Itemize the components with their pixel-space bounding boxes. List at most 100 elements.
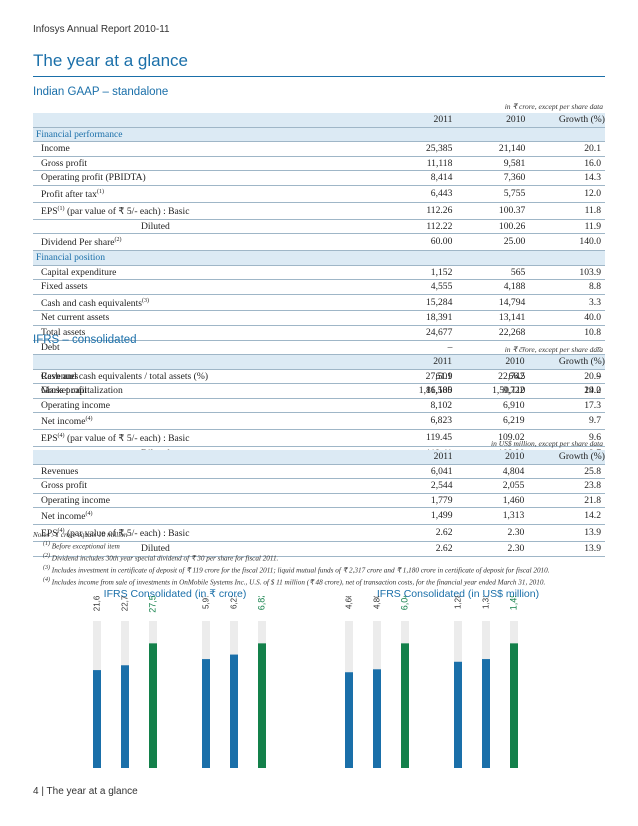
cell-value: 9.6 [589,432,601,444]
table-row: Revenues 27,501 22,742 20.9 [33,369,605,384]
table-row: Operating income 1,779 1,460 21.8 [33,493,605,508]
cell-value: 24.0 [584,385,601,397]
header-spacer [33,450,367,465]
header-spacer [33,113,366,128]
table-row: Gross profit 11,118 9,581 16.0 [33,156,605,171]
chart-title-inr: IFRS Consolidated (in ₹ crore) [103,588,247,600]
cell-value: 25.00 [503,236,526,248]
bar [454,661,462,768]
cell-value: 2.30 [507,527,525,539]
x-tick-label: 2009 [88,766,107,768]
gaap-units-note: in ₹ crore, except per share data [504,102,603,111]
row-label: Net income(4) [41,416,93,428]
column-header: Growth (%) [524,450,605,465]
note-item: (4) Includes income from sale of investm… [43,576,546,587]
cell-value: 1,152 [430,266,453,278]
cell-value: 103.9 [579,266,601,278]
data-label: 6,041 [400,596,410,610]
row-label: EPS(4) (par value of ₹ 5/- each) : Basic [41,433,190,445]
cell-value: 25,385 [425,143,453,155]
cell-value: 19.2 [584,385,601,397]
title-divider [33,76,605,77]
row-label: Dividend Per share(2) [41,237,122,249]
x-tick-label: 2010 [225,766,244,768]
bar [258,643,266,768]
column-header: 2011 [365,113,453,128]
cell-value: 27,501 [425,370,453,382]
cell-value: 61.9 [435,370,453,382]
cell-value: 22,742 [498,370,525,382]
table-row: Net income(4) 6,823 6,219 9.7 [33,413,605,430]
table-row: Net income(4) 1,499 1,313 14.2 [33,508,605,525]
ifrs-usd-table: 2011 2010 Growth (%) Revenues 6,041 4,804 25.8… [33,450,605,557]
row-label: Total assets [41,327,86,339]
note-number: (3) [43,565,50,571]
row-label: Income [41,143,70,155]
data-label: 1,281 [454,596,463,609]
table-row: Operating profit (PBIDTA) 8,414 7,360 14.3 [33,171,605,186]
cell-value: 1,313 [502,510,525,522]
cell-value: 15,284 [425,296,453,308]
row-label: Gross profit [41,385,88,397]
table-header-row: 2011 2010 Growth (%) [33,355,605,370]
notes-intro: Notes : 1 crore equals 10 million [33,531,128,539]
footnote-ref: (4) [85,416,93,423]
table-row: Diluted 2.62 2.30 13.9 [33,541,605,557]
cell-value: 11.8 [584,204,601,216]
bar [401,643,409,768]
cell-value: 14,794 [498,296,526,308]
footnote-ref: (4) [57,433,65,440]
x-tick-label: 2010 [368,766,387,768]
footnote-ref: (1) [57,205,65,212]
table-row: Income 25,385 21,140 20.1 [33,142,605,157]
data-label: 6,219 [230,596,239,609]
cell-value: 25.8 [584,465,601,477]
row-label: Revenues [41,465,79,477]
cell-value: 40.0 [584,312,601,324]
data-label: 27,501 [148,596,158,613]
cell-value: 11.9 [584,220,601,232]
cell-value: 4,555 [430,281,453,293]
cell-value: 4,804 [502,465,525,477]
cell-value: 66.5 [508,370,526,382]
table-row: EPS(1) (par value of ₹ 5/- each) : Basic… [33,202,605,220]
cell-value: 17.3 [584,399,601,411]
table-row: Gross profit 2,544 2,055 23.8 [33,479,605,494]
table-group-row: Financial performance [33,127,605,142]
column-header: 2010 [452,355,525,370]
x-tick-label: 2011 [505,766,524,768]
bar [510,643,518,768]
table-row: Profit after tax(1) 6,443 5,755 12.0 [33,185,605,203]
table-header-row: 2011 2010 Growth (%) [33,113,605,128]
column-header: Growth (%) [524,355,605,370]
x-tick-label: 2011 [253,766,272,768]
table-row: Dividend Per share(2) 60.00 25.00 140.0 [33,234,605,251]
cell-value: 21.8 [584,494,601,506]
row-label: Net income(4) [41,511,93,523]
bar [149,643,157,768]
cell-value: 2.62 [435,527,453,539]
table-row: Capital expenditure 1,152 565 103.9 [33,265,605,280]
data-label: 1,313 [482,596,491,609]
bar [230,654,238,768]
row-label: Operating profit (PBIDTA) [41,172,146,184]
data-label: 6,823 [257,596,267,610]
data-label: 22,742 [121,596,130,611]
row-label: Operating income [41,399,110,411]
row-label: Profit after tax(1) [41,188,104,201]
bar [202,659,210,768]
charts-svg: 21,693200922,742201027,5012011Revenues5,… [88,596,524,768]
bar [121,665,129,768]
cell-value: 119.45 [426,432,453,444]
note-number: (2) [43,553,50,560]
ifrs-inr-units-note: in ₹ crore, except per share data [504,345,603,354]
data-label: 4,804 [373,596,382,609]
footnote-ref: (4) [57,528,65,535]
data-label: 5,975 [202,596,211,609]
data-label: 21,693 [93,596,102,611]
cell-value: 3.3 [589,296,601,308]
bar [93,670,101,768]
cell-value: 8.8 [589,281,601,293]
cell-value: – [596,370,601,382]
row-label: Diluted [141,542,170,554]
